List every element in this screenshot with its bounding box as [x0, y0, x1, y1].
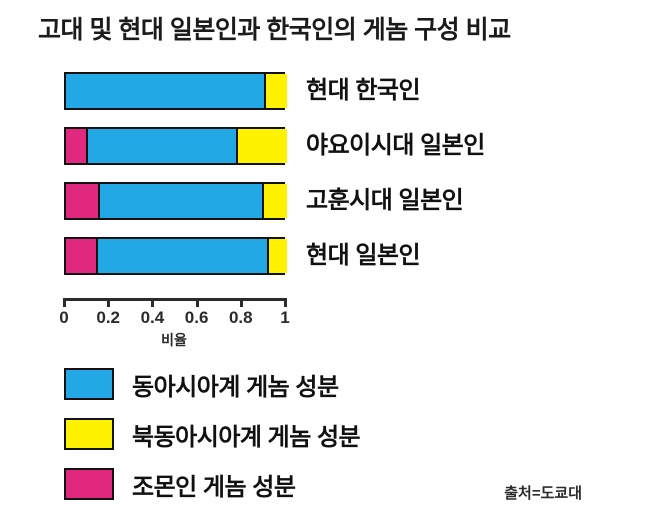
bar-segment [85, 129, 237, 163]
x-axis-tick-label: 1 [280, 308, 290, 327]
bar-segment [261, 184, 287, 218]
legend-label: 북동아시아계 게놈 성분 [132, 423, 361, 451]
legend-item-jomon: 조몬인 게놈 성분 [64, 462, 296, 506]
x-axis-tick [284, 298, 287, 307]
x-axis-tick [107, 298, 111, 307]
x-axis: 0 0.2 0.4 0.6 0.8 1 비율 [0, 298, 658, 354]
x-axis-tick [151, 298, 155, 307]
bar-category-label: 야요이시대 일본인 [306, 132, 485, 159]
bar-row: 현대 일본인 [0, 237, 658, 279]
x-axis-tick-label: 0.8 [228, 308, 253, 327]
legend-swatch [64, 368, 114, 400]
bar-segment [267, 239, 287, 273]
bar-segment [98, 184, 262, 218]
x-axis-tick-label: 0.2 [96, 308, 121, 327]
legend-item-northeast-asian: 북동아시아계 게놈 성분 [64, 412, 361, 456]
plot-area: 현대 한국인 야요이시대 일본인 고훈시대 일본인 현대 일본인 [0, 72, 658, 312]
chart-title: 고대 및 현대 일본인과 한국인의 게놈 구성 비교 [38, 16, 511, 44]
stacked-bar-modern-japanese [64, 237, 287, 275]
chart-legend: 동아시아계 게놈 성분 북동아시아계 게놈 성분 조몬인 게놈 성분 [0, 362, 658, 512]
bar-segment [95, 239, 268, 273]
bar-segment [66, 74, 264, 108]
bar-segment [263, 74, 287, 108]
bar-row: 야요이시대 일본인 [0, 127, 658, 169]
bar-row: 현대 한국인 [0, 72, 658, 114]
stacked-bar-kofun-japanese [64, 182, 287, 220]
legend-item-east-asian: 동아시아계 게놈 성분 [64, 362, 339, 406]
x-axis-tick-label: 0 [59, 308, 69, 327]
legend-swatch [64, 418, 114, 450]
x-axis-tick [239, 298, 243, 307]
bar-row: 고훈시대 일본인 [0, 182, 658, 224]
source-attribution: 출처=도쿄대 [504, 485, 582, 502]
legend-swatch [64, 468, 114, 500]
x-axis-tick-label: 0.4 [140, 308, 165, 327]
bar-category-label: 현대 한국인 [306, 77, 421, 104]
x-axis-title: 비율 [161, 332, 187, 348]
bar-category-label: 고훈시대 일본인 [306, 187, 464, 214]
legend-label: 동아시아계 게놈 성분 [132, 373, 339, 401]
legend-label: 조몬인 게놈 성분 [132, 473, 296, 501]
bar-segment [66, 239, 96, 273]
stacked-bar-modern-korean [64, 72, 287, 110]
x-axis-tick-label: 0.6 [184, 308, 209, 327]
x-axis-tick [63, 298, 66, 307]
x-axis-tick [195, 298, 199, 307]
bar-category-label: 현대 일본인 [306, 242, 421, 269]
x-axis-line [64, 298, 285, 301]
stacked-bar-yayoi-japanese [64, 127, 287, 165]
bar-segment [66, 129, 86, 163]
bar-segment [236, 129, 287, 163]
bar-segment [66, 184, 99, 218]
